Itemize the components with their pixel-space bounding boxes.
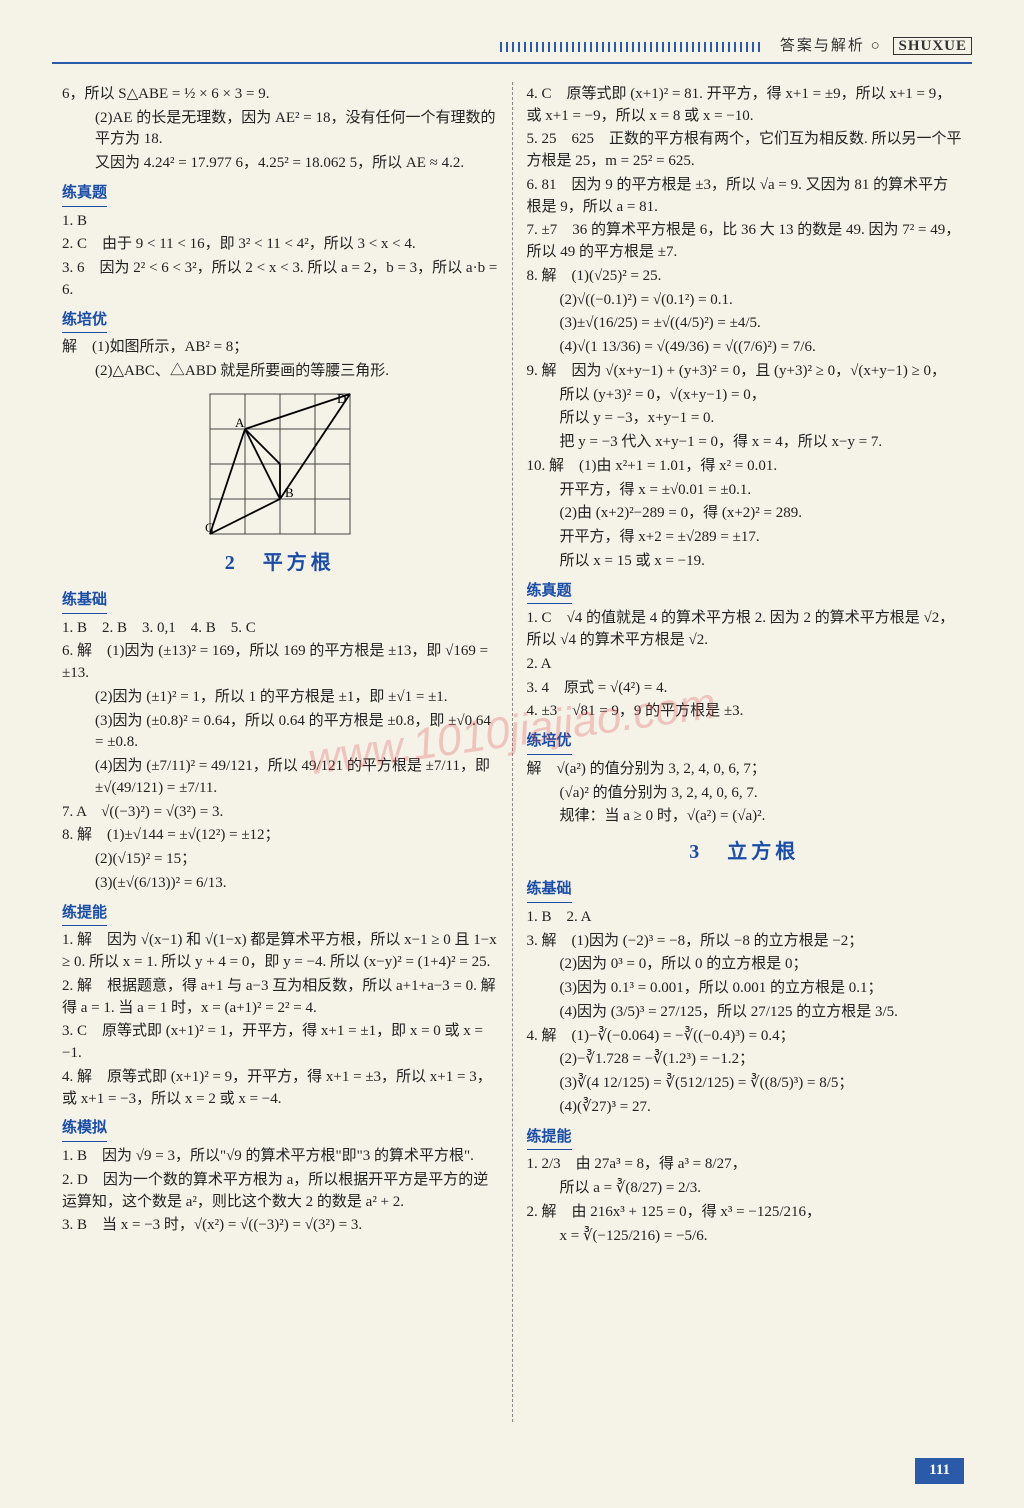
text-line: (3)因为 (±0.8)² = 0.64，所以 0.64 的平方根是 ±0.8，… xyxy=(62,711,498,755)
text-line: 4. 解 (1)−∛(−0.064) = −∛((−0.4)³) = 0.4； xyxy=(527,1026,963,1048)
text-line: 规律：当 a ≥ 0 时，√(a²) = (√a)². xyxy=(527,806,963,828)
answer-line: 1. B 2. B 3. 0,1 4. B 5. C xyxy=(62,618,498,640)
text-line: 5. 25 625 正数的平方根有两个，它们互为相反数. 所以另一个平方根是 2… xyxy=(527,129,963,173)
text-line: 6. 81 因为 9 的平方根是 ±3，所以 √a = 9. 又因为 81 的算… xyxy=(527,175,963,219)
text-line: 开平方，得 x = ±√0.01 = ±0.1. xyxy=(527,480,963,502)
answer-line: 2. C 由于 9 < 11 < 16，即 3² < 11 < 4²，所以 3 … xyxy=(62,234,498,256)
diagram-label-a: A xyxy=(235,415,245,430)
text-line: 2. 解 由 216x³ + 125 = 0，得 x³ = −125/216， xyxy=(527,1202,963,1224)
left-column: 6，所以 S△ABE = ½ × 6 × 3 = 9. (2)AE 的长是无理数… xyxy=(52,82,508,1422)
text-line: (3)∛(4 12/125) = ∛(512/125) = ∛((8/5)³) … xyxy=(527,1073,963,1095)
text-line: 3. C 原等式即 (x+1)² = 1，开平方，得 x+1 = ±1，即 x … xyxy=(62,1021,498,1065)
text-line: (3)(±√(6/13))² = 6/13. xyxy=(62,873,498,895)
content-columns: 6，所以 S△ABE = ½ × 6 × 3 = 9. (2)AE 的长是无理数… xyxy=(52,82,972,1422)
section-heading-lianpeiyou: 练培优 xyxy=(527,731,572,755)
text-line: 4. ±3 √81 = 9，9 的平方根是 ±3. xyxy=(527,701,963,723)
section-heading-lianpeiyou: 练培优 xyxy=(62,310,107,334)
text-line: 所以 x = 15 或 x = −19. xyxy=(527,551,963,573)
text-line: 解 (1)如图所示，AB² = 8； xyxy=(62,337,498,359)
text-line: x = ∛(−125/216) = −5/6. xyxy=(527,1226,963,1248)
text-line: 1. 解 因为 √(x−1) 和 √(1−x) 都是算术平方根，所以 x−1 ≥… xyxy=(62,930,498,974)
chapter-heading-2: 2 平方根 xyxy=(62,549,498,578)
diagram-label-b: B xyxy=(285,485,294,500)
text-line: 10. 解 (1)由 x²+1 = 1.01，得 x² = 0.01. xyxy=(527,456,963,478)
text-line: 6. 解 (1)因为 (±13)² = 169，所以 169 的平方根是 ±13… xyxy=(62,641,498,685)
text-line: 6，所以 S△ABE = ½ × 6 × 3 = 9. xyxy=(62,84,498,106)
text-line: (√a)² 的值分别为 3, 2, 4, 0, 6, 7. xyxy=(527,783,963,805)
section-heading-lianzhenti: 练真题 xyxy=(527,581,572,605)
section-heading-lianmoni: 练模拟 xyxy=(62,1118,107,1142)
text-line: (2)由 (x+2)²−289 = 0，得 (x+2)² = 289. xyxy=(527,503,963,525)
text-line: (2)AE 的长是无理数，因为 AE² = 18，没有任何一个有理数的平方为 1… xyxy=(62,108,498,152)
text-line: (4)(∛27)³ = 27. xyxy=(527,1097,963,1119)
text-line: (3)±√(16/25) = ±√((4/5)²) = ±4/5. xyxy=(527,313,963,335)
page: 答案与解析 ○ SHUXUE www.1010jiajiao.com 6，所以 … xyxy=(0,0,1024,1508)
text-line: (2)因为 0³ = 0，所以 0 的立方根是 0； xyxy=(527,954,963,976)
section-heading-lianzhenti: 练真题 xyxy=(62,183,107,207)
text-line: 2. 解 根据题意，得 a+1 与 a−3 互为相反数，所以 a+1+a−3 =… xyxy=(62,976,498,1020)
text-line: 4. C 原等式即 (x+1)² = 81. 开平方，得 x+1 = ±9，所以… xyxy=(527,84,963,128)
answer-line: 2. A xyxy=(527,654,963,676)
text-line: (2)△ABC、△ABD 就是所要画的等腰三角形. xyxy=(62,361,498,383)
text-line: 9. 解 因为 √(x+y−1) + (y+3)² = 0，且 (y+3)² ≥… xyxy=(527,361,963,383)
section-heading-lianjichu: 练基础 xyxy=(62,590,107,614)
text-line: (2)因为 (±1)² = 1，所以 1 的平方根是 ±1，即 ±√1 = ±1… xyxy=(62,687,498,709)
diagram-label-d: D xyxy=(337,391,346,406)
text-line: 7. ±7 36 的算术平方根是 6，比 36 大 13 的数是 49. 因为 … xyxy=(527,220,963,264)
text-line: 把 y = −3 代入 x+y−1 = 0，得 x = 4，所以 x−y = 7… xyxy=(527,432,963,454)
triangle-grid-diagram: A B C D xyxy=(205,389,355,539)
text-line: 所以 (y+3)² = 0，√(x+y−1) = 0， xyxy=(527,385,963,407)
header-dots-decoration xyxy=(500,42,760,52)
chapter-heading-3: 3 立方根 xyxy=(527,838,963,867)
column-divider xyxy=(512,82,513,1422)
text-line: (3)因为 0.1³ = 0.001，所以 0.001 的立方根是 0.1； xyxy=(527,978,963,1000)
section-heading-liantineng: 练提能 xyxy=(527,1127,572,1151)
text-line: (4)因为 (3/5)³ = 27/125，所以 27/125 的立方根是 3/… xyxy=(527,1002,963,1024)
text-line: 又因为 4.24² = 17.977 6，4.25² = 18.062 5，所以… xyxy=(62,153,498,175)
text-line: (2)−∛1.728 = −∛(1.2³) = −1.2； xyxy=(527,1049,963,1071)
page-header: 答案与解析 ○ SHUXUE xyxy=(52,36,972,64)
text-line: 所以 y = −3，x+y−1 = 0. xyxy=(527,408,963,430)
text-line: 3. 4 原式 = √(4²) = 4. xyxy=(527,678,963,700)
text-line: 1. 2/3 由 27a³ = 8，得 a³ = 8/27， xyxy=(527,1154,963,1176)
text-line: 1. C √4 的值就是 4 的算术平方根 2. 因为 2 的算术平方根是 √2… xyxy=(527,608,963,652)
text-line: 3. 解 (1)因为 (−2)³ = −8，所以 −8 的立方根是 −2； xyxy=(527,931,963,953)
right-column: 4. C 原等式即 (x+1)² = 81. 开平方，得 x+1 = ±9，所以… xyxy=(517,82,973,1422)
text-line: 2. D 因为一个数的算术平方根为 a，所以根据开平方是平方的逆运算知，这个数是… xyxy=(62,1170,498,1214)
text-line: (2)√((−0.1)²) = √(0.1²) = 0.1. xyxy=(527,290,963,312)
section-heading-lianjichu: 练基础 xyxy=(527,879,572,903)
header-title: 答案与解析 ○ SHUXUE xyxy=(780,36,972,58)
page-number: 111 xyxy=(915,1458,964,1484)
text-line: 解 √(a²) 的值分别为 3, 2, 4, 0, 6, 7； xyxy=(527,759,963,781)
text-line: 3. B 当 x = −3 时，√(x²) = √((−3)²) = √(3²)… xyxy=(62,1215,498,1237)
text-line: (4)√(1 13/36) = √(49/36) = √((7/6)²) = 7… xyxy=(527,337,963,359)
text-line: 8. 解 (1)±√144 = ±√(12²) = ±12； xyxy=(62,825,498,847)
brand-label: SHUXUE xyxy=(893,37,972,55)
text-line: (4)因为 (±7/11)² = 49/121，所以 49/121 的平方根是 … xyxy=(62,756,498,800)
diagram-label-c: C xyxy=(205,520,214,535)
section-heading-liantineng: 练提能 xyxy=(62,903,107,927)
text-line: (2)(√15)² = 15； xyxy=(62,849,498,871)
text-line: 所以 a = ∛(8/27) = 2/3. xyxy=(527,1178,963,1200)
text-line: 8. 解 (1)(√25)² = 25. xyxy=(527,266,963,288)
text-line: 4. 解 原等式即 (x+1)² = 9，开平方，得 x+1 = ±3，所以 x… xyxy=(62,1067,498,1111)
answer-line: 1. B xyxy=(62,211,498,233)
answer-line: 1. B 2. A xyxy=(527,907,963,929)
text-line: 1. B 因为 √9 = 3，所以"√9 的算术平方根"即"3 的算术平方根". xyxy=(62,1146,498,1168)
text-line: 7. A √((−3)²) = √(3²) = 3. xyxy=(62,802,498,824)
answer-line: 3. 6 因为 2² < 6 < 3²，所以 2 < x < 3. 所以 a =… xyxy=(62,258,498,302)
breadcrumb-text: 答案与解析 ○ xyxy=(780,38,882,54)
text-line: 开平方，得 x+2 = ±√289 = ±17. xyxy=(527,527,963,549)
